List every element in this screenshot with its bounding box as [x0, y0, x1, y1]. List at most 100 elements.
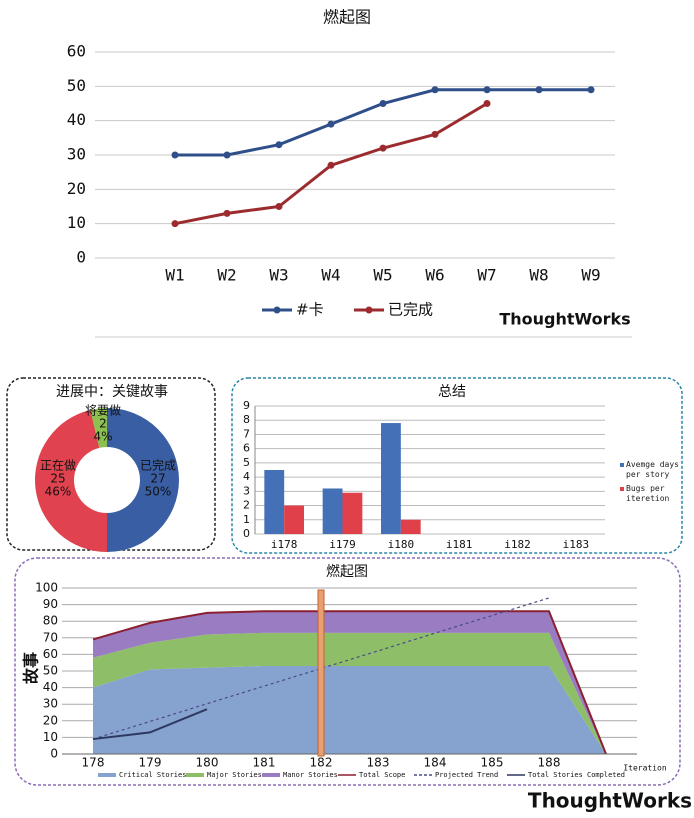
legend-swatch — [98, 773, 116, 777]
legend-label: Manor Stories — [283, 771, 338, 779]
chart-title: 燃起图 — [326, 563, 368, 580]
point — [223, 209, 231, 217]
slice-label: 将要做 — [85, 403, 121, 418]
line — [92, 610, 607, 755]
bar — [322, 488, 343, 534]
y-tick-label: 4 — [243, 470, 250, 483]
donut-slice — [90, 408, 107, 448]
legend-swatch — [620, 463, 624, 467]
point — [327, 161, 335, 169]
y-tick-label: 6 — [243, 442, 250, 455]
x-tick-label: 181 — [253, 756, 276, 770]
bar — [342, 492, 363, 534]
point — [171, 220, 179, 228]
slice-percent: 4% — [93, 430, 112, 444]
legend-marker — [365, 306, 373, 314]
chart-title: 总结 — [438, 384, 466, 400]
point — [275, 141, 283, 149]
x-tick-label: i178 — [271, 538, 298, 551]
y-tick-label: 70 — [43, 630, 58, 644]
point — [379, 100, 387, 107]
y-tick-label: 8 — [243, 413, 250, 426]
x-tick-label: W9 — [581, 266, 600, 285]
chart-title: 进展中：关键故事 — [56, 384, 168, 400]
x-tick-label: W8 — [529, 266, 548, 285]
legend-box: Bugs per iteretion — [626, 484, 670, 503]
y-tick-label: 50 — [43, 664, 58, 678]
point — [171, 151, 179, 159]
y-tick-label: 20 — [67, 179, 86, 198]
y-tick-label: 7 — [243, 427, 250, 440]
y-tick-label: 0 — [243, 527, 250, 540]
slice-percent: 50% — [145, 485, 172, 499]
x-tick-label: W1 — [165, 266, 184, 285]
x-tick-label: W5 — [373, 266, 392, 285]
x-tick-label: W7 — [477, 266, 496, 285]
point — [431, 130, 439, 138]
bar-box — [231, 377, 683, 554]
point — [535, 86, 543, 94]
donut-slice — [35, 409, 107, 552]
x-tick-label: 178 — [82, 756, 105, 770]
point — [275, 203, 283, 210]
x-axis-label: Iteration — [623, 764, 667, 773]
x-tick-label: i181 — [446, 538, 473, 551]
legend-label: #卡 — [296, 301, 324, 319]
legend-box: Avemge days per story — [626, 460, 679, 479]
area — [93, 666, 606, 754]
bar — [264, 470, 285, 534]
y-axis-label: 故事 — [22, 652, 41, 684]
chart-title: 燃起图 — [323, 8, 371, 27]
x-tick-label: 183 — [367, 756, 390, 770]
legend-label: Bugs per iteretion — [626, 484, 670, 503]
area-box — [14, 557, 681, 786]
x-tick-label: 180 — [196, 756, 219, 770]
legend-swatch — [620, 487, 624, 491]
area — [93, 632, 606, 754]
slice-label: 已完成 — [140, 458, 176, 473]
y-tick-label: 80 — [43, 614, 58, 628]
point — [223, 151, 231, 159]
x-tick-label: W2 — [217, 266, 236, 285]
point — [587, 86, 595, 94]
bar — [400, 519, 421, 534]
point — [431, 86, 439, 94]
legend-label: Total Scope — [359, 771, 405, 779]
y-tick-label: 60 — [67, 42, 86, 61]
legend-label: Critical Stories — [119, 771, 186, 779]
slice-value: 27 — [150, 472, 165, 486]
y-tick-label: 100 — [35, 581, 58, 595]
legend-swatch — [186, 773, 204, 777]
y-tick-label: 10 — [43, 730, 58, 744]
x-tick-label: i182 — [504, 538, 531, 551]
y-tick-label: 1 — [243, 513, 250, 526]
y-tick-label: 20 — [43, 713, 58, 727]
y-tick-label: 3 — [243, 484, 250, 497]
x-tick-label: 185 — [481, 756, 504, 770]
point — [327, 120, 335, 128]
donut-slice — [107, 408, 179, 552]
legend-label: Major Stories — [207, 771, 262, 779]
x-tick-label: W3 — [269, 266, 288, 285]
y-tick-label: 60 — [43, 647, 58, 661]
y-tick-label: 10 — [67, 213, 86, 232]
y-tick-label: 5 — [243, 456, 250, 469]
legend-label: Total Stories Completed — [528, 771, 625, 779]
slice-value: 25 — [50, 472, 65, 486]
y-tick-label: 30 — [67, 145, 86, 164]
legend-marker — [273, 306, 281, 314]
y-tick-label: 0 — [76, 248, 86, 267]
x-tick-label: i180 — [388, 538, 415, 551]
bar — [381, 423, 401, 534]
point — [379, 144, 387, 152]
slice-value: 2 — [99, 417, 107, 431]
x-tick-label: 179 — [139, 756, 162, 770]
y-tick-label: 2 — [243, 499, 250, 512]
legend-label: Projected Trend — [435, 771, 498, 779]
x-tick-label: W6 — [425, 266, 444, 285]
footer-logo: ThoughtWorks — [528, 789, 692, 813]
y-tick-label: 30 — [43, 697, 58, 711]
y-tick-label: 40 — [43, 680, 58, 694]
legend-swatch — [262, 773, 280, 777]
